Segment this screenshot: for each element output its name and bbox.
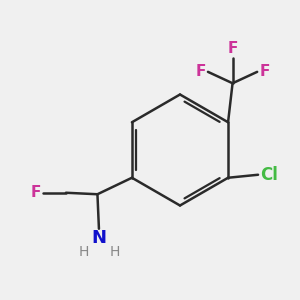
Text: F: F <box>31 185 41 200</box>
Text: F: F <box>195 64 206 79</box>
Text: F: F <box>260 64 270 79</box>
Text: H: H <box>109 245 120 259</box>
Text: F: F <box>227 41 238 56</box>
Text: Cl: Cl <box>260 166 278 184</box>
Text: N: N <box>92 229 106 247</box>
Text: H: H <box>78 245 88 259</box>
